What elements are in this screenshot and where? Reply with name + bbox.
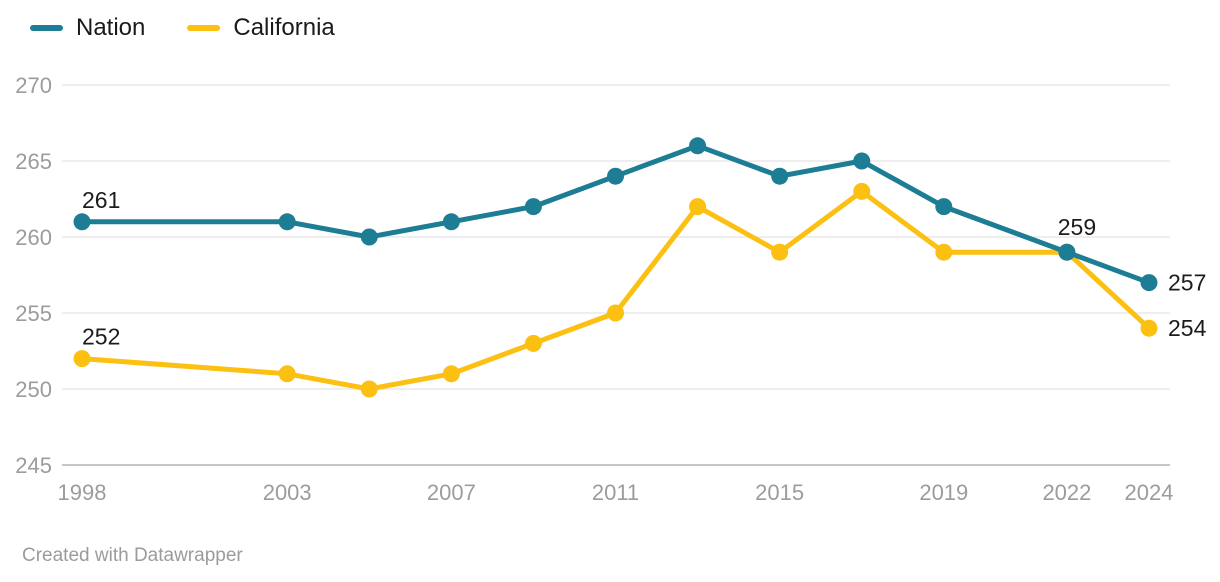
x-tick-label: 2011 [592,480,639,505]
x-tick-label: 2024 [1125,480,1174,505]
data-point-california-2007[interactable] [442,365,460,383]
data-point-nation-2013[interactable] [689,137,707,155]
x-tick-label: 1998 [58,480,107,505]
data-point-california-1998[interactable] [73,350,91,368]
legend-item-california: California [187,14,335,41]
legend-item-nation: Nation [30,16,145,40]
data-point-california-2013[interactable] [689,198,707,216]
value-label-nation-2022: 259 [1058,214,1096,240]
x-tick-label: 2019 [919,480,968,505]
value-label-california-1998: 252 [82,324,120,350]
x-tick-label: 2022 [1042,480,1091,505]
data-point-california-2011[interactable] [607,304,624,322]
data-point-nation-2003[interactable] [278,213,296,231]
data-point-california-2005[interactable] [360,380,378,398]
data-point-california-2009[interactable] [524,334,542,352]
data-point-nation-2009[interactable] [524,198,542,216]
california-line-swatch [187,25,221,31]
y-tick-label: 245 [15,453,52,478]
data-point-nation-2007[interactable] [442,213,460,231]
data-point-nation-2024[interactable] [1140,274,1158,292]
data-point-nation-2011[interactable] [607,167,624,185]
y-tick-label: 255 [15,301,52,326]
data-point-california-2015[interactable] [771,243,789,261]
value-label-nation-1998: 261 [82,187,120,213]
nation-line-swatch [30,25,63,31]
data-point-nation-2015[interactable] [771,167,789,185]
legend-label-nation: Nation [76,14,146,41]
y-tick-label: 270 [15,73,52,98]
value-label-california-2024: 254 [1168,315,1207,341]
y-tick-label: 260 [15,225,52,250]
data-point-california-2024[interactable] [1140,319,1158,337]
y-tick-label: 250 [15,377,52,402]
value-label-nation-2024: 257 [1168,270,1206,296]
data-point-california-2019[interactable] [935,243,953,261]
legend: Nation California [30,16,335,40]
data-point-california-2003[interactable] [278,365,296,383]
data-point-nation-2017[interactable] [853,152,871,170]
data-point-california-2017[interactable] [853,182,871,200]
x-tick-label: 2015 [755,480,804,505]
legend-label-california: California [233,14,335,41]
data-point-nation-2022[interactable] [1058,243,1076,261]
x-tick-label: 2003 [263,480,312,505]
data-point-nation-2005[interactable] [360,228,378,246]
x-tick-label: 2007 [427,480,476,505]
data-point-nation-2019[interactable] [935,198,953,216]
nation-line [79,143,1152,286]
y-tick-label: 265 [15,149,52,174]
data-point-nation-1998[interactable] [73,213,91,231]
datawrapper-attribution-link[interactable]: Created with Datawrapper [22,545,243,566]
california-line [79,188,1152,392]
